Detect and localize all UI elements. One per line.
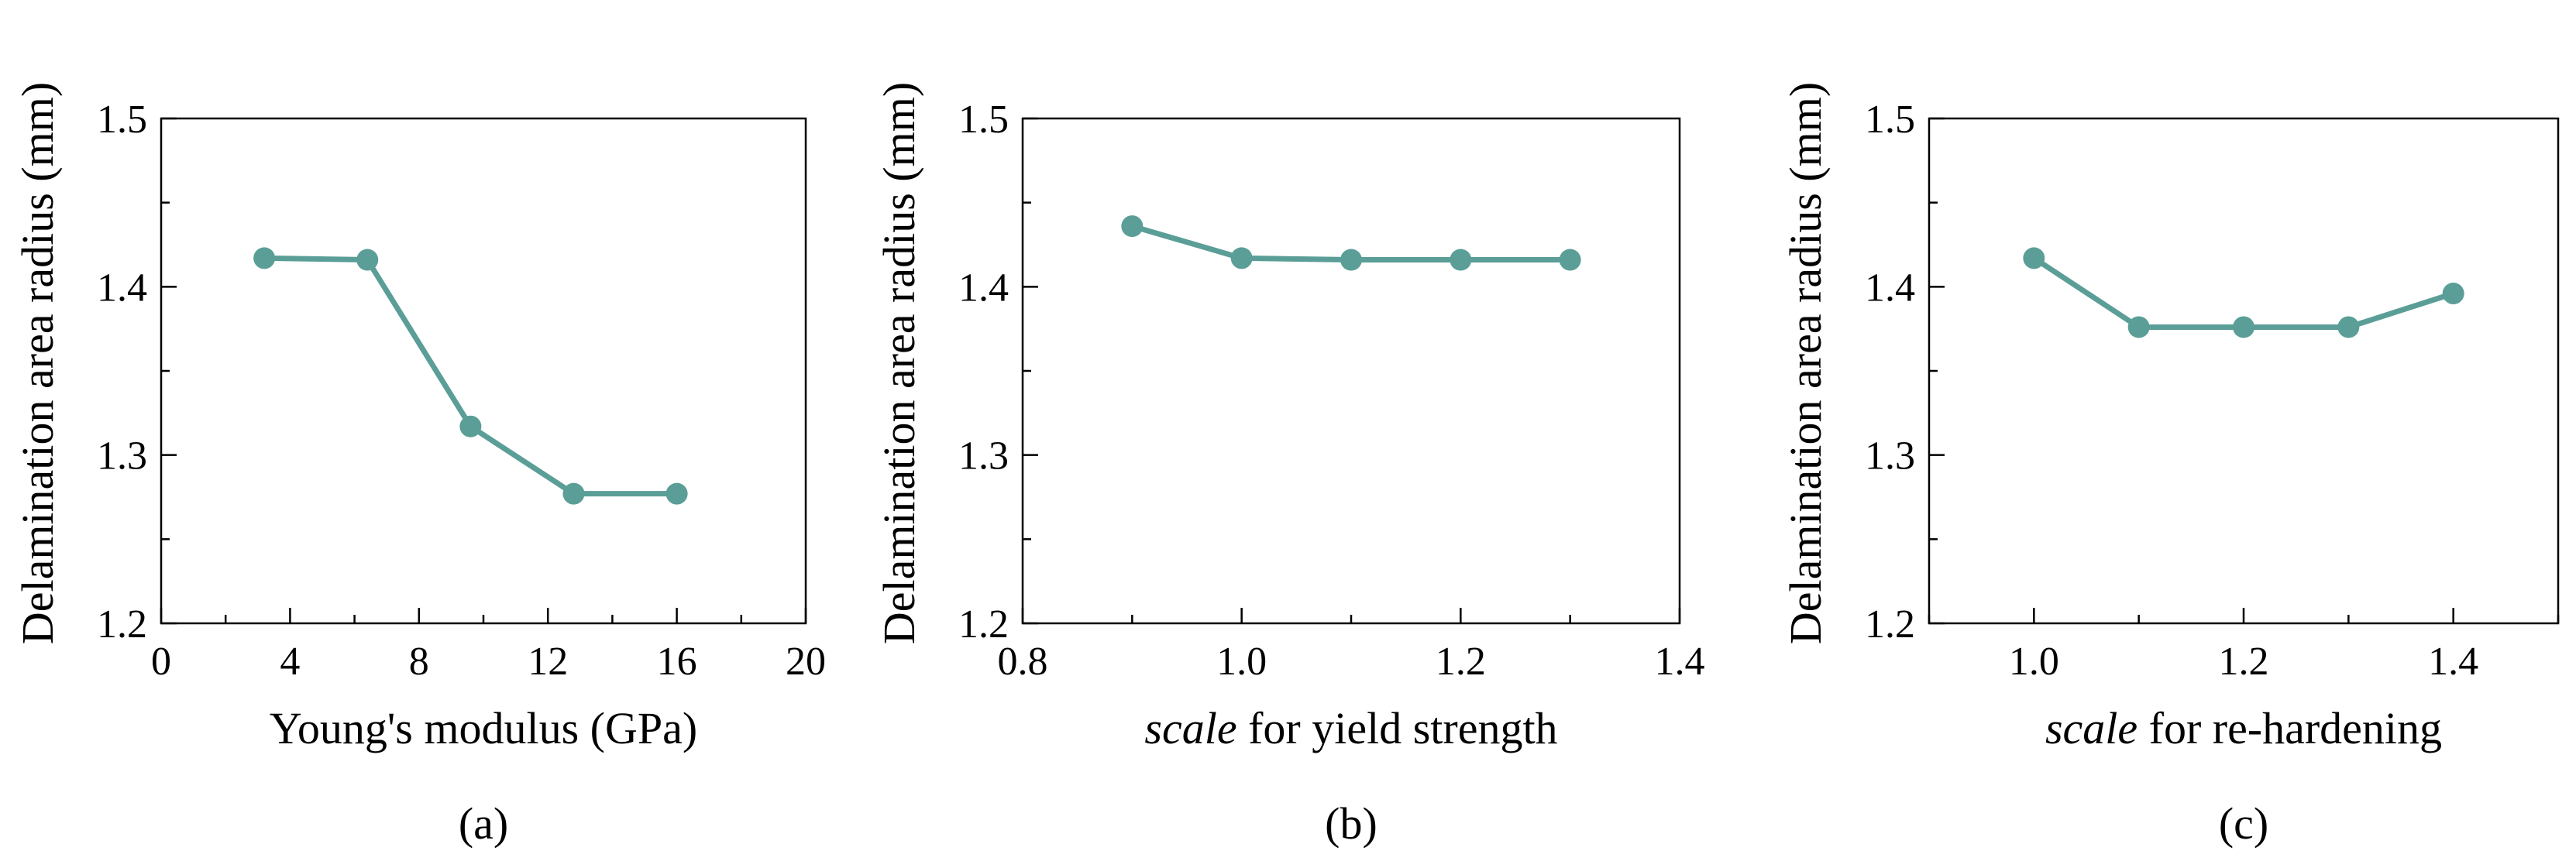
data-point — [1340, 249, 1362, 271]
chart-panel-2: 1.2 1.3 1.4 1.5 0.8 1.0 1.2 1.4 scale for yield … — [874, 82, 1705, 849]
data-point — [2337, 316, 2360, 338]
x-tick-label: 4 — [280, 640, 300, 684]
x-tick-label: 16 — [657, 640, 697, 684]
chart-panel-1: 1.2 1.3 1.4 1.5 0 4 8 12 16 20 Young's modulus (GP… — [12, 82, 826, 849]
data-point — [2442, 283, 2464, 305]
y-tick-label: 1.2 — [97, 602, 147, 647]
y-tick-label: 1.2 — [1865, 602, 1915, 647]
x-tick-label: 1.2 — [1436, 640, 1486, 684]
data-point — [1230, 247, 1253, 269]
plot-frame — [1928, 117, 2560, 625]
data-point — [1121, 215, 1144, 238]
panel-label: (a) — [459, 798, 508, 849]
plot-frame — [1021, 117, 1681, 625]
x-axis-title: Young's modulus (GPa) — [270, 703, 697, 753]
data-point — [1559, 249, 1581, 271]
plot-frame — [160, 117, 807, 625]
data-point — [1450, 249, 1472, 271]
x-tick-label: 0 — [151, 640, 171, 684]
x-axis-title: scale for yield strength — [1144, 703, 1557, 753]
x-tick-label: 8 — [409, 640, 429, 684]
x-tick-label: 12 — [528, 640, 568, 684]
data-point — [2023, 247, 2045, 269]
y-tick-label: 1.4 — [97, 266, 147, 310]
x-tick-label: 1.4 — [2428, 640, 2478, 684]
y-tick-label: 1.4 — [958, 266, 1009, 310]
data-point — [253, 247, 276, 269]
y-tick-label: 1.3 — [1865, 434, 1915, 479]
data-point — [665, 482, 688, 505]
x-axis-title-text: for re-hardening — [2137, 703, 2442, 753]
panel-label: (b) — [1325, 798, 1377, 849]
data-point — [459, 415, 482, 437]
y-axis-title: Delamination area radius (mm) — [12, 82, 63, 644]
chart-panel-3: 1.2 1.3 1.4 1.5 1.0 1.2 1.4 scale for re-harden… — [1780, 82, 2560, 849]
y-tick-label: 1.5 — [97, 98, 147, 142]
y-tick-label: 1.5 — [1865, 98, 1915, 142]
x-axis-title: scale for re-hardening — [2045, 703, 2442, 753]
x-tick-label: 1.0 — [2009, 640, 2059, 684]
x-axis-title-text: for yield strength — [1237, 703, 1558, 753]
x-tick-label: 0.8 — [998, 640, 1048, 684]
x-tick-label: 20 — [786, 640, 826, 684]
panel-label: (c) — [2219, 798, 2268, 849]
y-axis-title: Delamination area radius (mm) — [874, 82, 924, 644]
y-tick-label: 1.5 — [958, 98, 1009, 142]
series-line — [264, 255, 677, 497]
y-tick-label: 1.2 — [958, 602, 1009, 647]
data-point — [2233, 316, 2254, 338]
data-point — [2127, 316, 2150, 338]
x-tick-label: 1.0 — [1216, 640, 1267, 684]
x-axis-title-italic: scale — [2045, 703, 2137, 753]
y-tick-label: 1.3 — [958, 434, 1009, 479]
y-tick-label: 1.4 — [1865, 266, 1915, 310]
data-point — [356, 249, 379, 271]
x-axis-title-text: Young's modulus (GPa) — [270, 703, 697, 753]
y-tick-label: 1.3 — [97, 434, 147, 479]
x-tick-label: 1.4 — [1655, 640, 1705, 684]
data-point — [562, 482, 585, 505]
y-axis-title: Delamination area radius (mm) — [1780, 82, 1831, 644]
x-axis-title-italic: scale — [1144, 703, 1236, 753]
x-tick-label: 1.2 — [2219, 640, 2269, 684]
